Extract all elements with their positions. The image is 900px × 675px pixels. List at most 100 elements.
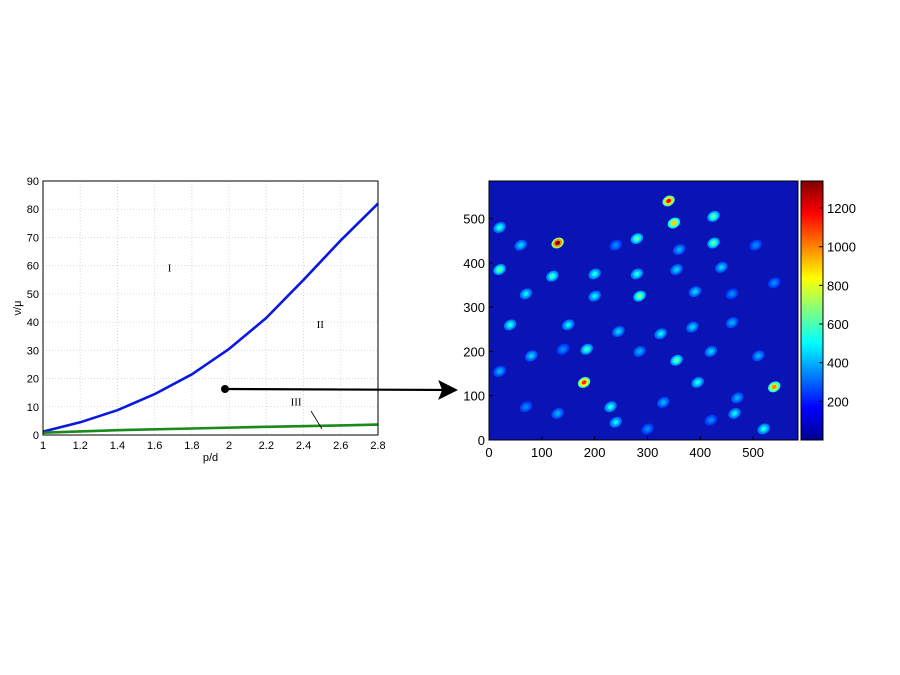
region-label: III	[291, 396, 302, 408]
heatmap-peak	[708, 349, 714, 354]
line-chart-x-tick-label: 2.2	[259, 440, 274, 452]
region-label: II	[317, 319, 325, 331]
heatmap-peak	[555, 240, 561, 246]
heatmap-peak	[711, 214, 716, 219]
heatmap-peak	[729, 320, 735, 325]
line-chart-y-tick-label: 40	[27, 317, 39, 329]
heatmap-peak	[666, 198, 672, 204]
heatmap-peak	[497, 267, 503, 272]
line-chart-x-tick-label: 1	[40, 440, 46, 452]
heatmap-peak	[732, 411, 738, 416]
line-chart-plot-area	[43, 181, 378, 435]
colorbar-ticks: 200 400 600 800 1000 1200	[819, 201, 856, 409]
line-chart-y-tick-label: 60	[27, 261, 39, 273]
line-chart-x-tick-label: 2	[226, 440, 232, 452]
heatmap-peak	[634, 236, 640, 241]
heatmap-peak	[711, 240, 716, 246]
heatmap-y-ticks: 0 100 200 300 400 500	[463, 212, 493, 448]
heatmap-peak	[761, 426, 767, 432]
heatmap-x-tick-label: 300	[637, 445, 659, 460]
heatmap-peak	[584, 347, 590, 352]
x-axis-label: p/d	[203, 452, 218, 464]
line-chart-x-ticks: 1 1.2 1.4 1.6 1.8 2 2.2 2.4 2.6 2.8	[40, 440, 386, 452]
region-label: I	[168, 262, 172, 274]
heatmap-peak	[644, 426, 650, 432]
heatmap-frame	[488, 180, 799, 441]
heatmap-y-tick-label: 300	[463, 300, 485, 315]
line-chart-x-tick-label: 1.8	[184, 440, 199, 452]
heatmap-x-tick-label: 0	[485, 445, 492, 460]
line-chart-y-tick-label: 10	[27, 402, 39, 414]
line-chart: 0 10 20 30 40 50 60 70 80 90 1 1.2 1.4 1.6 1.8 2 2.2 2.4…	[12, 176, 386, 464]
blue-boundary-line	[42, 202, 379, 433]
colorbar	[800, 180, 824, 441]
heatmap-peak	[615, 329, 621, 334]
heatmap-peak	[518, 243, 524, 248]
line-chart-y-ticks: 0 10 20 30 40 50 60 70 80 90	[27, 176, 39, 442]
heatmap-y-tick-label: 400	[463, 256, 485, 271]
colorbar-tick-label: 200	[827, 394, 849, 409]
heatmap-peak	[689, 324, 695, 330]
line-chart-y-tick-label: 0	[33, 430, 39, 442]
line-chart-x-tick-label: 2.8	[370, 440, 385, 452]
colorbar-tick-label: 600	[827, 317, 849, 332]
heatmap-y-tick-label: 100	[463, 389, 485, 404]
heatmap-peak	[658, 331, 664, 336]
heatmap-peak	[497, 369, 503, 374]
heatmap-peak	[771, 384, 777, 390]
heatmap-peak	[771, 280, 777, 285]
line-chart-y-tick-label: 90	[27, 176, 39, 188]
heatmap-y-tick-label: 500	[463, 212, 485, 227]
heatmap-peak	[608, 404, 613, 409]
line-chart-series	[42, 202, 379, 434]
heatmap-peak	[671, 220, 677, 226]
heatmap-chart: 0 100 200 300 400 500 0 100 200 300 400 500 200 400…	[463, 180, 856, 460]
heatmap-peak	[753, 243, 759, 248]
heatmap-peak	[523, 291, 529, 297]
heatmap-peak	[560, 347, 566, 352]
heatmap-y-tick-label: 200	[463, 344, 485, 359]
heatmap-peak	[528, 353, 534, 359]
heatmap-peak	[555, 411, 561, 416]
colorbar-tick-label: 400	[827, 356, 849, 371]
line-chart-x-tick-label: 2.4	[296, 440, 311, 452]
heatmap-peak	[613, 243, 619, 248]
heatmap-x-tick-label: 100	[531, 445, 553, 460]
heatmap-peak	[660, 400, 666, 405]
heatmap-peak	[613, 420, 619, 425]
heatmap-peak	[674, 267, 679, 272]
heatmap-x-tick-label: 400	[689, 445, 711, 460]
heatmap-peak	[592, 293, 598, 299]
green-boundary-line	[42, 423, 379, 434]
heatmap-peak	[674, 358, 679, 363]
heatmap-peaks	[493, 195, 781, 435]
colorbar-tick-label: 800	[827, 278, 849, 293]
heatmap-peak	[565, 322, 571, 328]
line-chart-frame	[42, 180, 379, 436]
heatmap-y-tick-label: 0	[478, 433, 485, 448]
heatmap-peak	[637, 349, 643, 354]
heatmap-peak	[729, 291, 735, 297]
heatmap-peak	[755, 353, 761, 359]
heatmap-peak	[634, 271, 640, 277]
line-chart-y-tick-label: 70	[27, 232, 39, 244]
heatmap-peak	[523, 404, 529, 409]
heatmap-x-tick-label: 200	[584, 445, 606, 460]
heatmap-peak	[692, 289, 698, 294]
line-chart-x-tick-label: 1.6	[147, 440, 162, 452]
heatmap-peak	[549, 274, 555, 279]
y-axis-label: ν/μ	[12, 301, 24, 316]
line-chart-y-tick-label: 20	[27, 374, 39, 386]
line-chart-x-tick-label: 1.2	[73, 440, 88, 452]
line-chart-y-tick-label: 50	[27, 289, 39, 301]
heatmap-x-tick-label: 500	[742, 445, 764, 460]
heatmap-peak	[708, 417, 714, 423]
heatmap-peak	[695, 380, 701, 385]
heatmap-x-ticks: 0 100 200 300 400 500	[485, 436, 764, 460]
heatmap-peak	[676, 247, 682, 252]
line-chart-y-tick-label: 30	[27, 345, 39, 357]
line-chart-x-tick-label: 2.6	[333, 440, 348, 452]
heatmap-peak	[734, 395, 740, 401]
heatmap-peak	[581, 380, 587, 385]
